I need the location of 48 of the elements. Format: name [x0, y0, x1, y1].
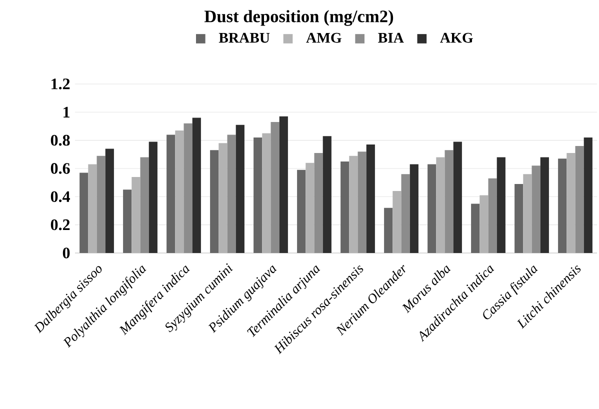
bar [254, 138, 262, 253]
bar [166, 134, 176, 253]
bar [210, 150, 219, 253]
bar [471, 204, 480, 253]
bar [140, 157, 149, 253]
bar [488, 178, 497, 253]
bar [148, 142, 158, 253]
y-tick-label: 0.8 [50, 134, 70, 146]
bar [410, 164, 418, 253]
bar [314, 153, 323, 253]
y-tick-label: 0.4 [50, 191, 70, 202]
bar [192, 118, 201, 253]
legend-label: AKG [440, 32, 473, 43]
bar [270, 122, 280, 253]
bar [80, 172, 88, 253]
y-tick-label: 0.2 [50, 219, 70, 230]
bar [575, 146, 584, 253]
bar [496, 157, 506, 253]
bar [384, 208, 393, 253]
bar [123, 190, 132, 253]
bar [453, 142, 462, 253]
bar [540, 157, 549, 253]
bar [279, 116, 288, 253]
bar [105, 148, 114, 253]
bar [227, 134, 236, 253]
legend-label: BIA [378, 32, 404, 43]
bar [340, 161, 350, 253]
y-tick-label: 1 [64, 106, 70, 118]
bar [358, 152, 366, 253]
y-tick-label: 0.6 [50, 163, 70, 174]
bar [584, 138, 592, 253]
bar [428, 164, 436, 253]
bar [558, 158, 567, 253]
legend-label: AMG [306, 32, 342, 43]
legend-label: BRABU [218, 32, 270, 43]
bar [532, 166, 540, 253]
bar [322, 136, 332, 253]
y-tick-label: 1.2 [52, 78, 70, 90]
bar [401, 174, 410, 253]
bar [444, 150, 454, 253]
bar [297, 170, 306, 253]
chart-title: Dust deposition (mg/cm2) [204, 10, 394, 26]
bar [96, 156, 106, 253]
bar [236, 124, 244, 253]
y-tick-label: 0 [62, 248, 70, 258]
bar [514, 184, 524, 253]
bar [184, 123, 192, 253]
bar [366, 144, 375, 253]
